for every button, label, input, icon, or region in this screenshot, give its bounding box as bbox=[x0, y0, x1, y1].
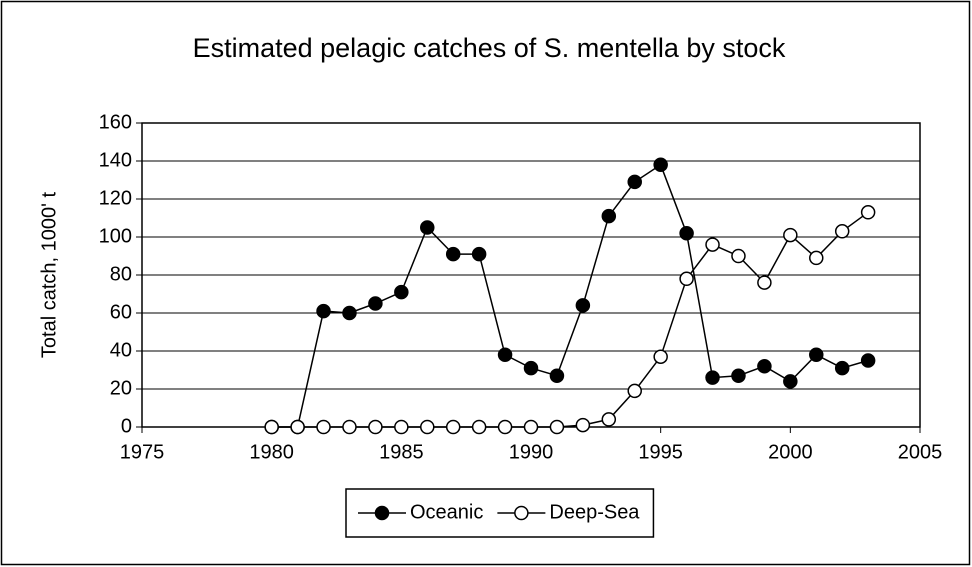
marker bbox=[316, 419, 331, 435]
marker bbox=[420, 419, 435, 435]
marker bbox=[705, 237, 720, 252]
y-tick-label: 80 bbox=[110, 263, 132, 285]
x-tick-label: 1975 bbox=[120, 441, 165, 463]
marker bbox=[860, 205, 876, 220]
marker bbox=[290, 419, 305, 435]
marker bbox=[809, 250, 824, 266]
y-tick-label: 20 bbox=[110, 377, 132, 399]
marker bbox=[757, 358, 772, 374]
y-tick-label: 120 bbox=[99, 187, 132, 209]
marker bbox=[601, 208, 617, 224]
y-axis-label: Total catch, 1000' t bbox=[38, 191, 60, 358]
marker bbox=[757, 275, 772, 290]
marker bbox=[731, 248, 746, 264]
legend-marker bbox=[514, 505, 529, 521]
marker bbox=[809, 347, 824, 363]
marker bbox=[316, 303, 331, 319]
marker bbox=[549, 419, 565, 435]
marker bbox=[394, 419, 409, 435]
marker bbox=[679, 271, 694, 287]
x-tick-label: 1990 bbox=[509, 441, 554, 463]
marker bbox=[575, 298, 591, 313]
y-tick-label: 100 bbox=[99, 225, 132, 247]
legend-marker bbox=[374, 505, 390, 521]
legend-label: Deep-Sea bbox=[549, 501, 640, 523]
marker bbox=[471, 246, 487, 262]
x-tick-label: 1985 bbox=[379, 441, 424, 463]
marker bbox=[264, 419, 279, 435]
marker bbox=[627, 383, 642, 399]
marker bbox=[420, 220, 435, 235]
marker bbox=[575, 417, 591, 433]
legend: Oceanic Deep-Sea bbox=[345, 488, 655, 538]
marker bbox=[368, 296, 383, 311]
x-tick-label: 1980 bbox=[249, 441, 294, 463]
marker bbox=[497, 419, 513, 435]
marker bbox=[834, 360, 850, 376]
marker bbox=[549, 368, 565, 383]
marker bbox=[627, 174, 642, 190]
marker bbox=[445, 419, 461, 435]
marker bbox=[679, 225, 694, 241]
marker bbox=[834, 224, 850, 239]
marker bbox=[860, 353, 876, 368]
y-tick-label: 140 bbox=[99, 149, 132, 171]
marker bbox=[783, 374, 798, 389]
marker bbox=[731, 368, 746, 383]
x-tick-label: 1995 bbox=[638, 441, 683, 463]
marker bbox=[368, 419, 383, 435]
marker bbox=[783, 227, 798, 243]
marker bbox=[471, 419, 487, 435]
marker bbox=[653, 349, 668, 364]
marker bbox=[601, 412, 617, 427]
y-tick-label: 40 bbox=[110, 339, 132, 361]
marker bbox=[705, 370, 720, 385]
x-tick-label: 2000 bbox=[768, 441, 813, 463]
x-tick-label: 2005 bbox=[898, 441, 943, 463]
y-tick-label: 0 bbox=[121, 415, 132, 437]
marker bbox=[342, 419, 357, 435]
marker bbox=[653, 157, 668, 173]
marker bbox=[497, 347, 513, 363]
marker bbox=[523, 360, 539, 376]
marker bbox=[394, 284, 409, 300]
y-tick-label: 160 bbox=[99, 111, 132, 133]
marker bbox=[445, 246, 461, 262]
legend-label: Oceanic bbox=[410, 501, 483, 523]
marker bbox=[523, 419, 539, 435]
marker bbox=[342, 305, 357, 321]
chart-title: Estimated pelagic catches of S. mentella… bbox=[193, 33, 786, 63]
y-tick-label: 60 bbox=[110, 301, 132, 323]
